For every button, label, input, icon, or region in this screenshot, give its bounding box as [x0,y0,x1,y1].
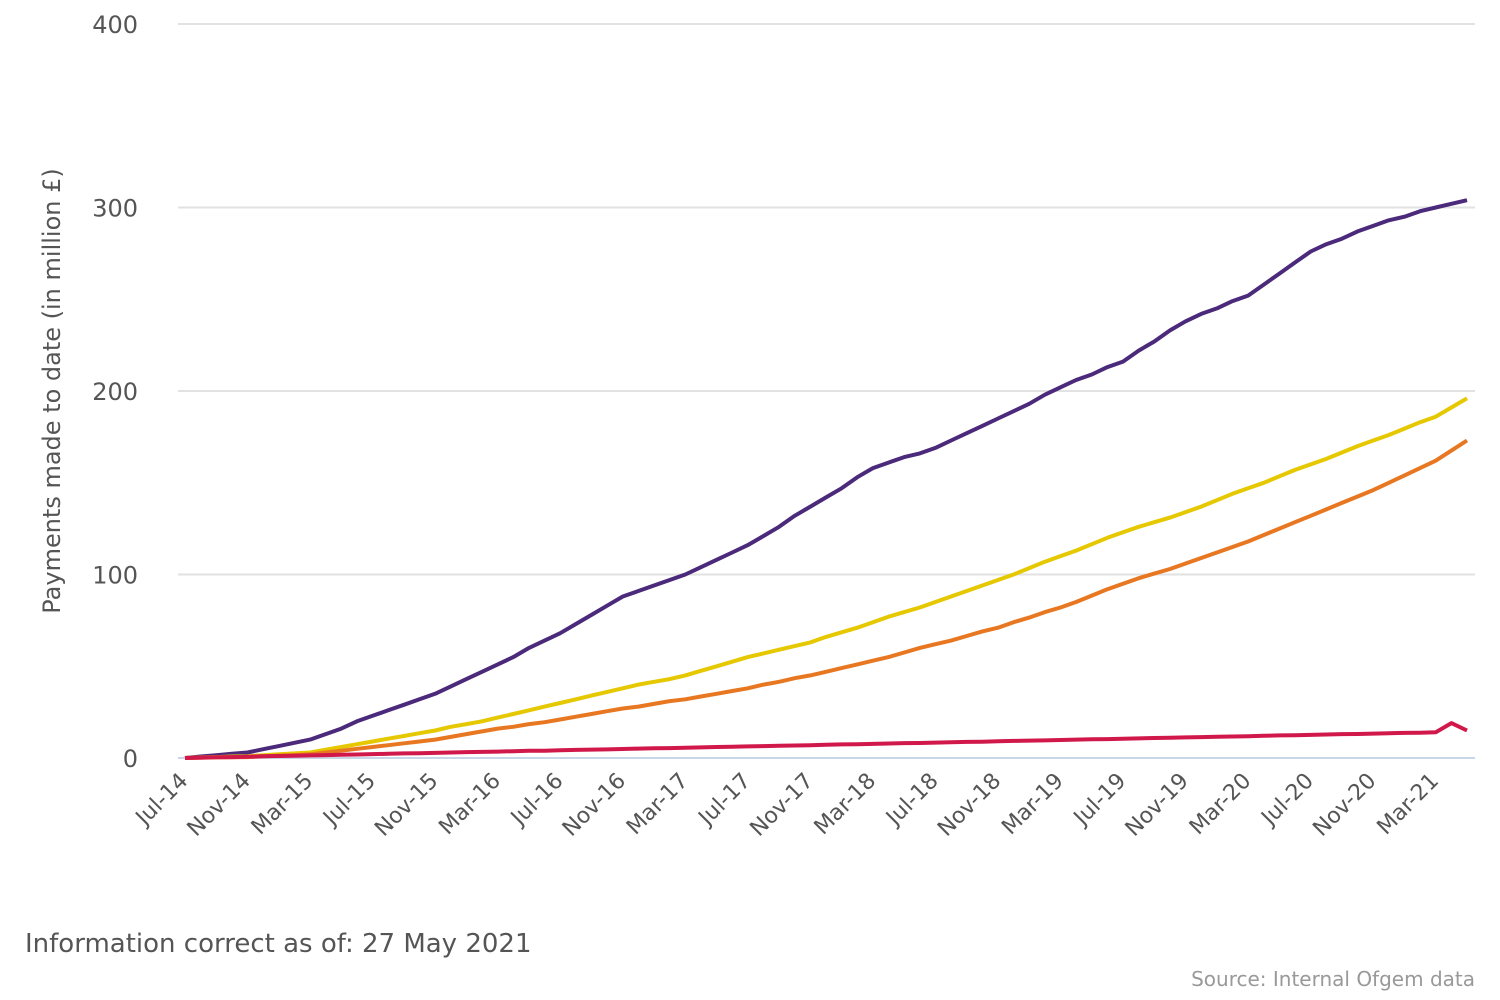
series-line [184,438,1469,760]
y-tick-label: 300 [92,195,138,223]
x-tick-label: Mar-15 [247,769,318,840]
x-tick-label: Nov-20 [1308,769,1381,842]
y-tick-label: 0 [123,745,138,773]
y-tick-label: 400 [92,11,138,39]
x-tick-label: Mar-20 [1185,769,1256,840]
x-tick-label: Mar-19 [997,769,1068,840]
series-line [184,198,1468,760]
x-tick-label: Mar-21 [1373,769,1444,840]
series-line [184,396,1469,760]
note: Information correct as of: 27 May 2021 [25,929,532,959]
x-tick-label: Nov-14 [183,769,256,842]
x-tick-label: Mar-17 [622,769,693,840]
x-tick-label: Mar-18 [810,769,881,840]
x-tick-label: Nov-17 [746,769,819,842]
x-tick-label: Nov-16 [558,769,631,842]
y-axis-title: Payments made to date (in million £) [38,168,66,613]
x-tick-label: Nov-15 [370,769,443,842]
x-tick-label: Nov-19 [1121,769,1194,842]
x-tick-label: Nov-18 [933,769,1006,842]
y-tick-label: 100 [92,562,138,590]
series-line [184,721,1468,760]
x-tick-label: Mar-16 [434,769,505,840]
y-tick-label: 200 [92,378,138,406]
source: Source: Internal Ofgem data [1191,967,1475,991]
